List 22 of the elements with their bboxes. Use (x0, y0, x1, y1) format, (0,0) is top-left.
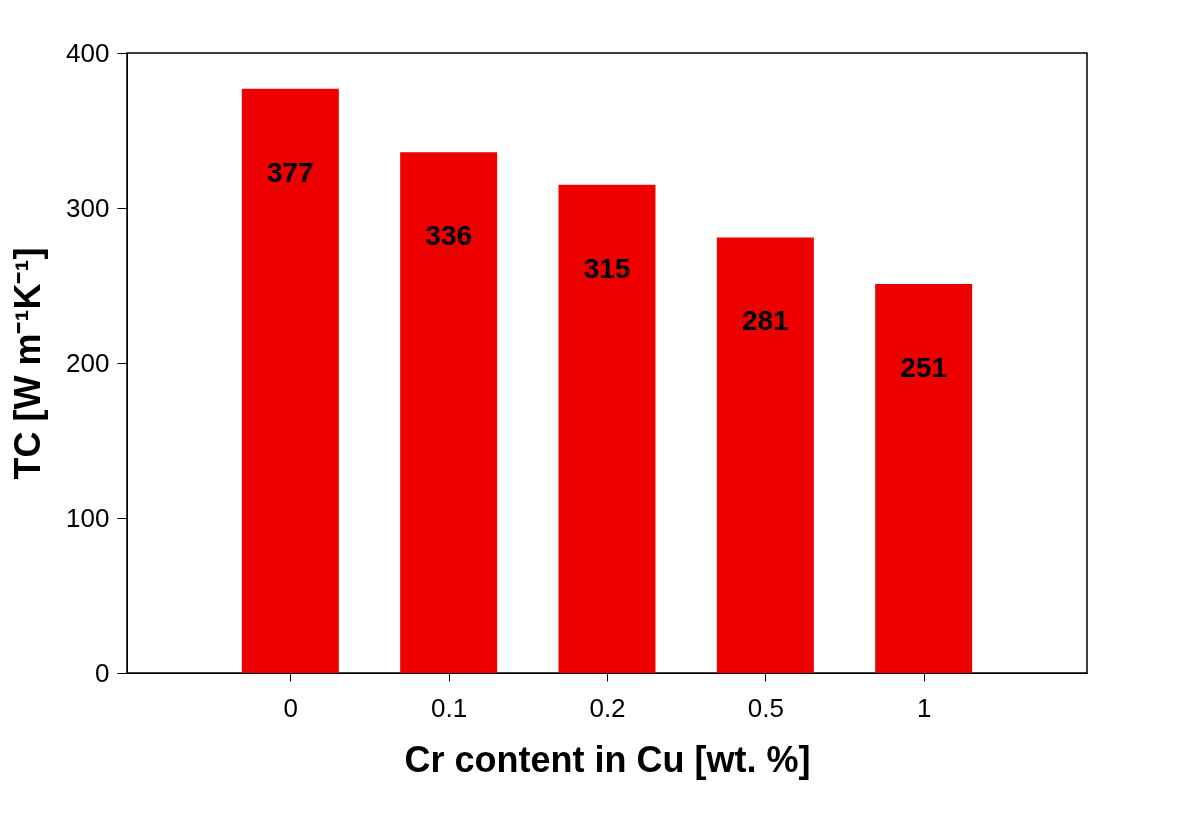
y-tick-label: 300 (66, 192, 110, 223)
bar (716, 237, 814, 673)
x-tick-label: 0.2 (589, 692, 626, 723)
x-tick-label: 0.5 (747, 692, 784, 723)
x-axis-title: Cr content in Cu [wt. %] (404, 738, 811, 780)
data-label: 377 (266, 156, 314, 188)
data-label: 251 (900, 351, 948, 383)
x-tick-label: 0.1 (431, 692, 468, 723)
y-tick-label: 400 (66, 37, 110, 68)
x-tick-label: 1 (916, 692, 932, 723)
data-label: 315 (583, 252, 631, 284)
y-axis-title: TC [W m⁻¹K⁻¹] (7, 247, 49, 480)
data-label: 336 (425, 220, 473, 252)
bar (241, 88, 339, 673)
data-label: 281 (741, 305, 789, 337)
bar (558, 184, 656, 673)
bar (875, 283, 973, 673)
y-tick-label: 100 (66, 502, 110, 533)
bar (400, 152, 498, 673)
y-tick-label: 0 (95, 657, 110, 688)
x-tick-label: 0 (283, 692, 299, 723)
y-tick-label: 200 (66, 347, 110, 378)
